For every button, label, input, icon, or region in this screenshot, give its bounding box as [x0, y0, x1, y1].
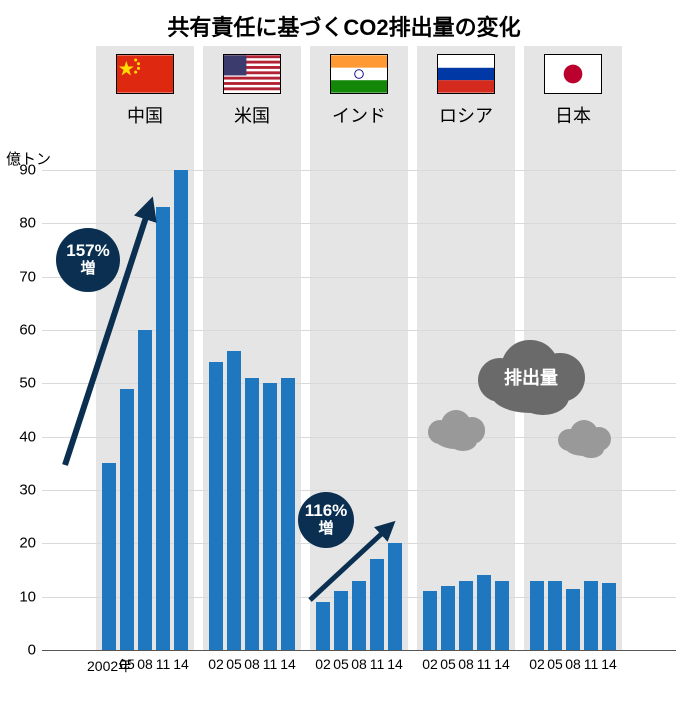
- bar: [281, 378, 295, 650]
- bar: [423, 591, 437, 650]
- y-tick-label: 10: [6, 588, 36, 605]
- bar: [245, 378, 259, 650]
- y-tick-label: 90: [6, 162, 36, 179]
- country-label: 日本: [513, 102, 633, 128]
- gridline: [42, 277, 676, 278]
- x-tick-label: 14: [490, 656, 514, 672]
- bar: [548, 581, 562, 650]
- bar: [530, 581, 544, 650]
- bar: [441, 586, 455, 650]
- bar: [584, 581, 598, 650]
- percent-callout: 157%増: [56, 228, 120, 292]
- cloud-label: 排出量: [504, 364, 558, 390]
- bar: [352, 581, 366, 650]
- x-tick-label: 14: [276, 656, 300, 672]
- x-tick-label: 14: [169, 656, 193, 672]
- callout-suffix: 増: [318, 521, 333, 538]
- x-tick-label: 14: [383, 656, 407, 672]
- y-tick-label: 40: [6, 428, 36, 445]
- bar: [316, 602, 330, 650]
- bar: [138, 330, 152, 650]
- bar: [263, 383, 277, 650]
- country-label: インド: [299, 102, 419, 128]
- bar: [102, 463, 116, 650]
- bar: [477, 575, 491, 650]
- y-tick-label: 20: [6, 535, 36, 552]
- bar: [566, 589, 580, 650]
- flag-india: [330, 54, 388, 94]
- flag-usa: [223, 54, 281, 94]
- country-label: 中国: [85, 102, 205, 128]
- x-tick-label: 14: [597, 656, 621, 672]
- country-label: 米国: [192, 102, 312, 128]
- bar: [334, 591, 348, 650]
- callout-suffix: 増: [80, 261, 95, 278]
- percent-callout: 116%増: [298, 492, 354, 548]
- callout-percent: 116%: [305, 502, 348, 521]
- gridline: [42, 223, 676, 224]
- cloud-graphic: 排出量: [438, 340, 638, 480]
- bar: [388, 543, 402, 650]
- bar: [156, 207, 170, 650]
- flag-china: [116, 54, 174, 94]
- gridline: [42, 170, 676, 171]
- bar: [120, 389, 134, 650]
- flag-russia: [437, 54, 495, 94]
- y-tick-label: 50: [6, 375, 36, 392]
- callout-percent: 157%: [66, 242, 109, 261]
- bar: [602, 583, 616, 650]
- chart-title: 共有責任に基づくCO2排出量の変化: [0, 10, 688, 42]
- y-tick-label: 0: [6, 642, 36, 659]
- bar: [495, 581, 509, 650]
- y-tick-label: 70: [6, 268, 36, 285]
- bar: [209, 362, 223, 650]
- bar: [227, 351, 241, 650]
- x-axis-line: [42, 650, 676, 651]
- bar: [370, 559, 384, 650]
- y-tick-label: 80: [6, 215, 36, 232]
- y-tick-label: 30: [6, 482, 36, 499]
- country-label: ロシア: [406, 102, 526, 128]
- y-tick-label: 60: [6, 322, 36, 339]
- bar: [174, 170, 188, 650]
- bar: [459, 581, 473, 650]
- flag-japan: [544, 54, 602, 94]
